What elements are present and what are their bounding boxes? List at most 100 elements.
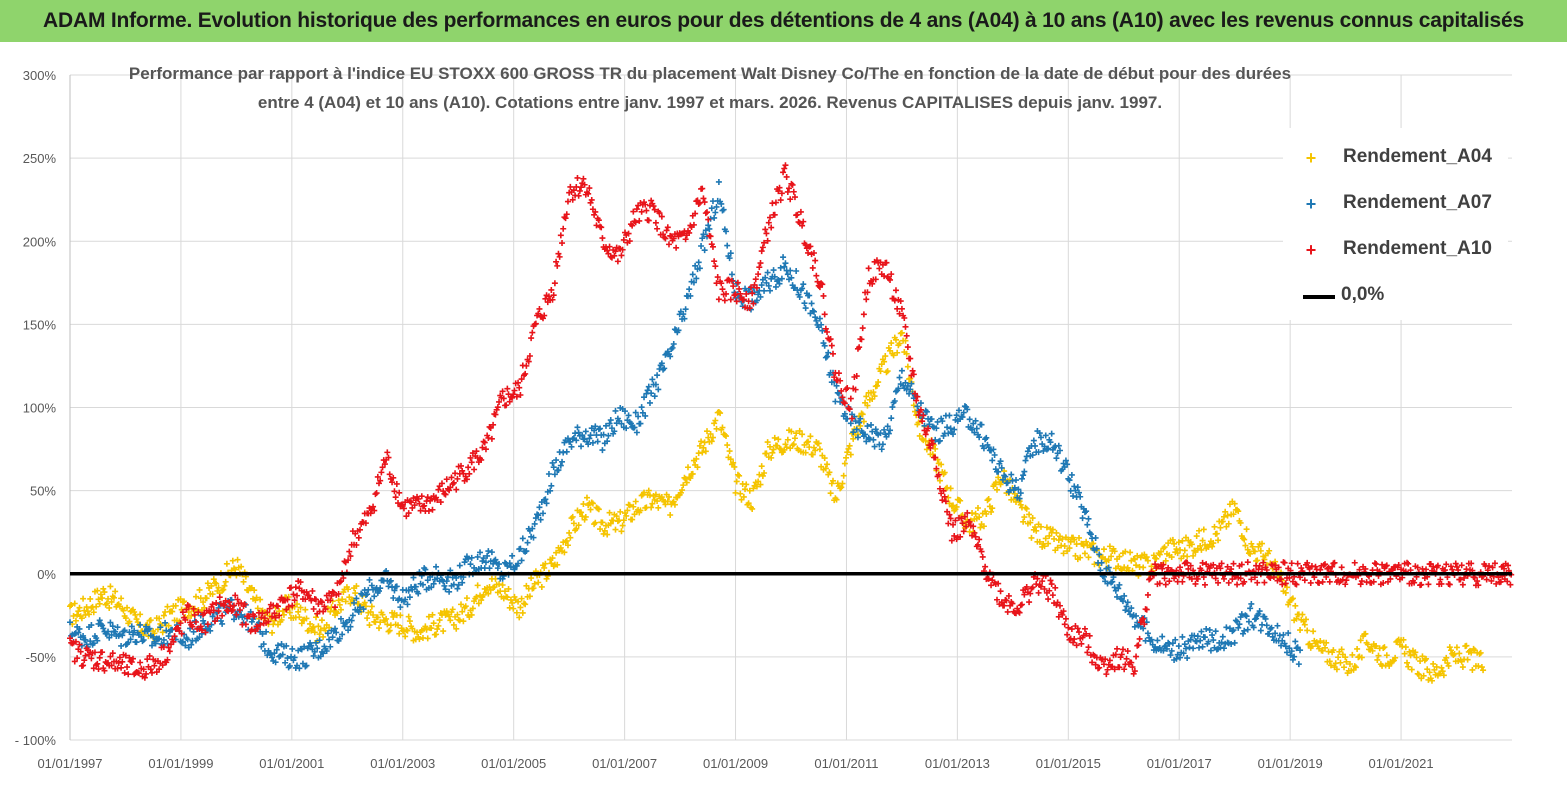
data-point [749, 505, 756, 512]
data-point [1243, 526, 1250, 533]
data-point [110, 594, 117, 601]
data-point [985, 496, 992, 503]
data-point [904, 344, 911, 351]
data-point [515, 379, 522, 386]
data-point [717, 410, 724, 417]
data-point [892, 287, 899, 294]
data-point [563, 537, 570, 544]
data-point [82, 652, 89, 659]
data-point [901, 315, 908, 322]
data-point [424, 577, 431, 584]
data-point [1304, 559, 1311, 566]
data-point [1017, 490, 1024, 497]
data-point [1228, 566, 1235, 573]
data-point [313, 596, 320, 603]
data-point [1261, 556, 1268, 563]
data-point [1288, 596, 1295, 603]
data-point [1180, 650, 1187, 657]
data-point [518, 595, 525, 602]
data-point [122, 615, 129, 622]
data-point [443, 476, 450, 483]
data-point [909, 367, 916, 374]
data-point [857, 422, 864, 429]
data-point [790, 188, 797, 195]
data-point [863, 296, 870, 303]
data-point [361, 599, 368, 606]
data-point [339, 631, 346, 638]
data-point [402, 596, 409, 603]
data-point [209, 613, 216, 620]
data-point [654, 225, 661, 232]
data-point [1411, 579, 1418, 586]
data-point [1124, 648, 1131, 655]
data-point [1116, 664, 1123, 671]
data-point [1148, 563, 1155, 570]
data-point [857, 415, 864, 422]
data-point [1235, 624, 1242, 631]
data-point [607, 417, 614, 424]
data-point [701, 247, 708, 254]
data-point [872, 276, 879, 283]
data-point [513, 393, 520, 400]
data-point [271, 617, 278, 624]
data-point [1240, 630, 1247, 637]
data-point [805, 438, 812, 445]
data-point [467, 561, 474, 568]
x-tick-label: 01/01/1999 [148, 756, 213, 771]
data-point [545, 293, 552, 300]
data-point [1231, 500, 1238, 507]
data-point [1015, 486, 1022, 493]
data-point [1076, 534, 1082, 541]
data-point [1414, 564, 1421, 571]
data-point [1457, 576, 1464, 583]
data-point [478, 597, 485, 604]
data-point [932, 445, 939, 452]
data-point [805, 249, 812, 256]
data-point [1501, 565, 1508, 572]
data-point [490, 560, 497, 567]
data-point [1291, 653, 1298, 660]
data-point [789, 442, 796, 449]
data-point [1382, 563, 1389, 570]
data-point [1179, 633, 1186, 640]
x-tick-label: 01/01/2019 [1258, 756, 1323, 771]
data-point [1342, 581, 1349, 588]
data-point [1211, 523, 1218, 530]
data-point [871, 393, 878, 400]
data-point [1286, 574, 1293, 581]
data-point [895, 385, 902, 392]
data-point [215, 584, 222, 591]
data-point [379, 611, 386, 618]
data-point [935, 471, 942, 478]
data-point [557, 462, 564, 469]
data-point [712, 209, 719, 216]
data-point [107, 653, 114, 660]
data-point [385, 583, 392, 590]
data-point [687, 475, 694, 482]
data-point [1042, 432, 1049, 439]
data-point [95, 596, 102, 603]
data-point [1152, 643, 1159, 650]
data-point [355, 534, 362, 541]
data-point [1181, 641, 1188, 648]
data-point [1084, 649, 1091, 656]
data-point [902, 323, 909, 330]
data-point [240, 578, 247, 585]
data-point [1325, 564, 1332, 571]
data-point [1364, 641, 1371, 648]
data-point [341, 558, 348, 565]
data-point [702, 210, 709, 217]
data-point [520, 600, 527, 607]
data-point [809, 264, 816, 271]
data-point [928, 415, 935, 422]
data-point [724, 242, 731, 249]
data-point [578, 509, 585, 516]
data-point [713, 425, 720, 432]
data-point [433, 631, 440, 638]
data-point [1443, 561, 1450, 568]
data-point [1247, 550, 1254, 557]
data-point [1055, 537, 1062, 544]
data-point [179, 638, 186, 645]
data-point [859, 325, 866, 332]
data-point [1144, 630, 1151, 637]
